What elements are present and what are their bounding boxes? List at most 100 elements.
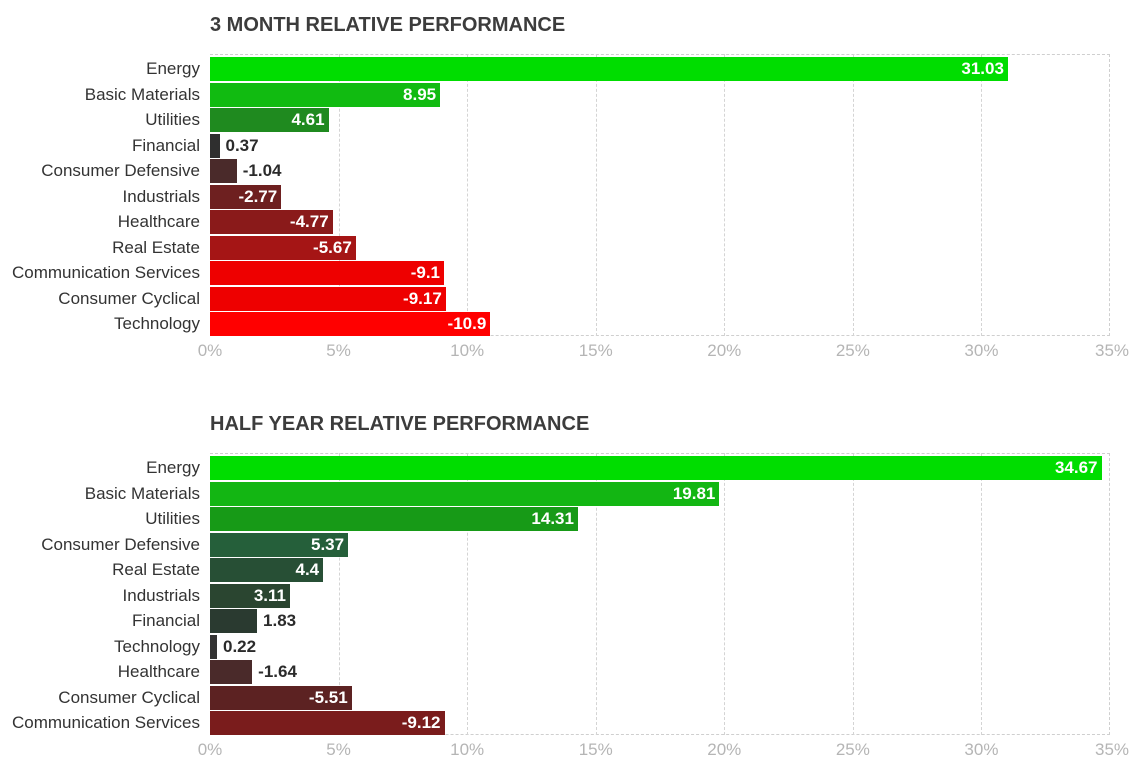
x-tick-label: 30% [964, 341, 999, 360]
value-label: 4.4 [295, 560, 320, 579]
value-label: -10.9 [447, 314, 487, 333]
category-label: Basic Materials [84, 84, 200, 104]
category-label: Consumer Defensive [41, 534, 200, 554]
bar [210, 312, 491, 336]
bar [210, 583, 290, 608]
three-month-chart: 3 MONTH RELATIVE PERFORMANCE 31.03 8.95 4.… [0, 14, 1140, 374]
gridline [852, 453, 854, 735]
value-label: -4.77 [289, 212, 329, 231]
gridline [467, 54, 469, 336]
gridline [724, 54, 726, 336]
bar [210, 235, 356, 260]
bar [210, 558, 324, 582]
half-year-chart: HALF YEAR RELATIVE PERFORMANCE 34.67 19.8… [0, 413, 1140, 773]
x-tick-label: 35% [1094, 740, 1130, 759]
bar [210, 210, 333, 234]
gridline [852, 54, 854, 336]
gridline [724, 453, 726, 735]
x-tick-label: 30% [964, 740, 999, 759]
category-label: Financial [131, 135, 200, 155]
bar [210, 660, 253, 684]
value-label: -2.77 [238, 186, 278, 206]
category-label: Industrials [122, 186, 200, 206]
bar [210, 685, 352, 710]
category-label: Healthcare [117, 662, 200, 681]
value-label: 14.31 [531, 509, 574, 528]
chart-title: HALF YEAR RELATIVE PERFORMANCE [210, 413, 590, 435]
bar [210, 184, 282, 209]
value-label: 3.11 [253, 585, 286, 605]
value-label: 5.37 [310, 534, 345, 554]
bar [210, 57, 1008, 81]
bar [210, 609, 258, 633]
value-label: -9.17 [403, 288, 442, 308]
x-tick-label: 5% [326, 740, 351, 759]
value-label: -1.64 [258, 662, 297, 681]
category-label: Basic Materials [84, 483, 200, 503]
x-tick-label: 25% [835, 341, 870, 360]
value-label: -1.04 [242, 161, 282, 180]
x-tick-label: 15% [578, 740, 613, 759]
gridline [595, 54, 597, 336]
category-label: Energy [146, 458, 200, 477]
bar [210, 481, 720, 506]
gridline [981, 453, 983, 735]
x-tick-label: 0% [197, 740, 223, 759]
value-label: 8.95 [403, 84, 437, 104]
bar [210, 532, 349, 557]
category-label: Consumer Cyclical [58, 687, 200, 707]
value-label: -9.1 [410, 263, 440, 282]
grid-frame [210, 54, 1110, 336]
value-label: -5.67 [313, 237, 352, 257]
category-label: Communication Services [11, 263, 200, 282]
bar [210, 133, 220, 158]
category-label: Consumer Cyclical [58, 288, 200, 308]
bar [210, 711, 445, 735]
plot-area: 34.67 19.81 14.31 5.37 4.4 3.11 1.83 0.22 -1.64-… [210, 453, 1110, 735]
chart-title: 3 MONTH RELATIVE PERFORMANCE [210, 14, 566, 36]
category-label: Communication Services [11, 713, 200, 732]
grid-frame [210, 453, 1110, 735]
x-tick-label: 0% [197, 341, 223, 360]
category-label: Consumer Defensive [41, 161, 200, 180]
x-tick-label: 25% [835, 740, 870, 759]
bar [210, 286, 446, 311]
category-label: Real Estate [112, 237, 200, 257]
category-label: Technology [113, 314, 200, 333]
value-label: 1.83 [263, 611, 297, 630]
x-tick-label: 20% [707, 341, 742, 360]
x-tick-label: 5% [326, 341, 351, 360]
category-label: Utilities [145, 110, 200, 129]
bar [210, 456, 1102, 480]
x-tick-label: 10% [450, 341, 485, 360]
category-label: Energy [146, 59, 200, 78]
x-tick-label: 15% [578, 341, 613, 360]
value-label: -9.12 [401, 713, 441, 732]
value-label: 0.37 [225, 135, 259, 155]
category-label: Industrials [122, 585, 200, 605]
gridline [338, 54, 340, 336]
x-tick-label: 20% [707, 740, 742, 759]
gridline [595, 453, 597, 735]
value-label: -5.51 [308, 687, 348, 707]
value-label: 34.67 [1054, 458, 1098, 477]
gridline [467, 453, 469, 735]
x-tick-label: 35% [1094, 341, 1130, 360]
gridline [338, 453, 340, 735]
category-label: Technology [113, 636, 200, 656]
value-label: 4.61 [291, 110, 325, 129]
gridline [981, 54, 983, 336]
value-label: 0.22 [223, 636, 257, 656]
plot-area: 31.03 8.95 4.61 0.37 -1.04 -2.77 -4.77 -5.67 -9.… [210, 54, 1110, 336]
bar [210, 507, 578, 531]
bar [210, 634, 217, 659]
category-label: Healthcare [117, 212, 200, 231]
value-label: 19.81 [672, 483, 716, 503]
category-label: Financial [131, 611, 200, 630]
bar [210, 108, 329, 132]
bar [210, 159, 237, 183]
bar [210, 82, 441, 107]
category-label: Real Estate [112, 560, 200, 579]
value-label: 31.03 [961, 59, 1004, 78]
bar [210, 261, 444, 285]
